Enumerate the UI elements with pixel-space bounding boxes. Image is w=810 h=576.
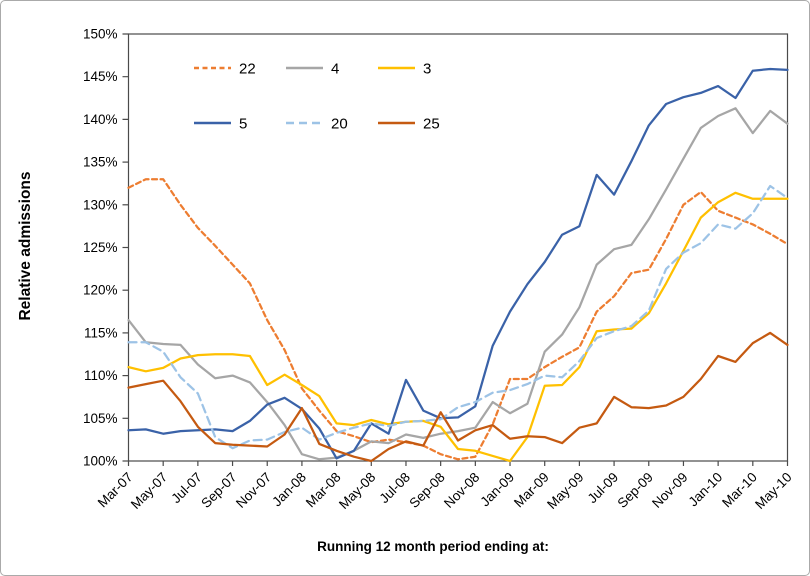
y-tick-label: 150%: [83, 27, 118, 42]
series-line-22: [127, 178, 789, 461]
x-tick-label: Jan-10: [685, 470, 725, 510]
legend-item-25: 25: [378, 116, 440, 133]
series-line-25: [127, 331, 789, 463]
legend-label-20: 20: [331, 116, 348, 133]
series-line-20: [127, 184, 789, 450]
series-line-3: [127, 191, 789, 463]
legend-item-5: 5: [194, 116, 247, 133]
legend-item-20: 20: [286, 116, 348, 133]
y-tick-label: 120%: [83, 283, 118, 298]
x-tick-label: Jan-09: [477, 470, 517, 510]
x-tick-label: Nov-07: [233, 470, 274, 511]
series-line-5: [127, 67, 789, 460]
y-tick-label: 105%: [83, 411, 118, 426]
plot-border: [127, 33, 789, 462]
x-tick-label: Nov-09: [649, 470, 690, 511]
legend-item-3: 3: [378, 61, 431, 78]
series-line-4: [127, 107, 789, 461]
legend-label-5: 5: [239, 116, 247, 133]
legend-label-22: 22: [239, 61, 256, 78]
y-tick-label: 145%: [83, 69, 118, 84]
x-tick-label: Sep-08: [406, 470, 447, 511]
legend-label-3: 3: [423, 61, 431, 78]
x-tick-label: May-10: [752, 470, 794, 512]
y-tick-label: 130%: [83, 197, 118, 212]
y-tick-label: 110%: [84, 368, 118, 383]
x-tick-label: May-09: [544, 470, 586, 512]
x-tick-label: Jan-08: [269, 470, 309, 510]
x-tick-label: May-07: [128, 470, 170, 512]
y-tick-label: 135%: [83, 155, 118, 170]
x-tick-label: Nov-08: [441, 470, 482, 511]
y-tick-label: 100%: [83, 454, 118, 469]
legend-item-22: 22: [194, 61, 256, 78]
y-axis-title: Relative admissions: [17, 171, 34, 321]
legend-item-4: 4: [286, 61, 339, 78]
x-tick-label: Sep-07: [198, 470, 239, 511]
y-tick-label: 140%: [83, 112, 118, 127]
legend-label-25: 25: [423, 116, 440, 133]
x-tick-label: May-08: [336, 470, 378, 512]
y-tick-label: 125%: [83, 240, 118, 255]
y-tick-label: 115%: [84, 325, 118, 340]
x-tick-label: Sep-09: [614, 470, 655, 511]
x-axis-title: Running 12 month period ending at:: [317, 539, 549, 554]
legend-label-4: 4: [331, 61, 339, 78]
